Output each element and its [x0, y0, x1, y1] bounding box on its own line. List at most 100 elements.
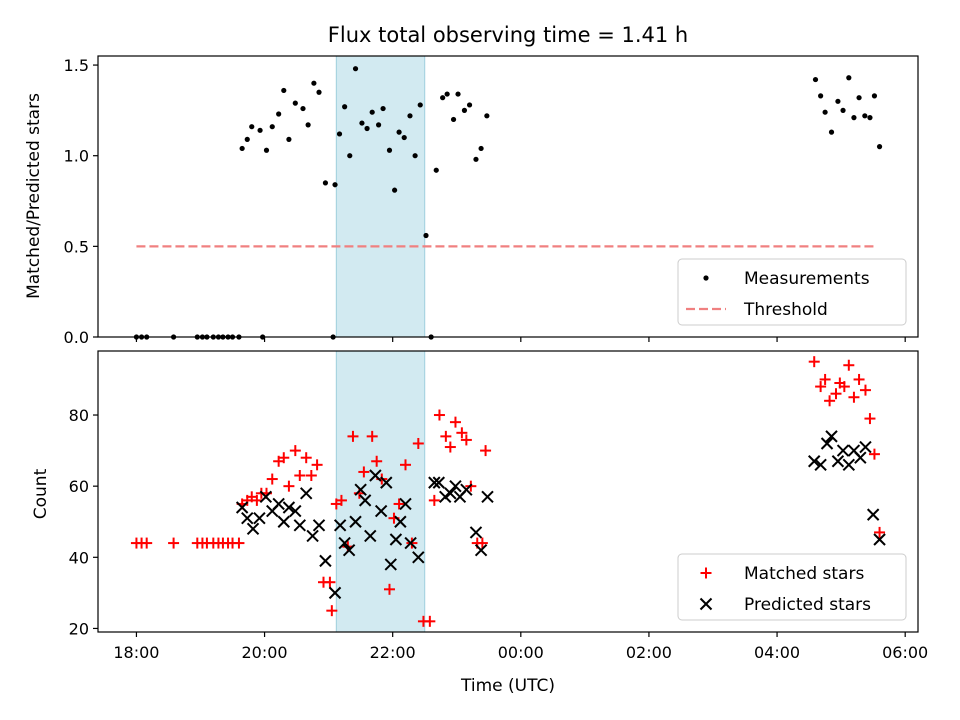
predicted-star-point — [246, 522, 260, 536]
legend-label: Matched stars — [744, 564, 864, 584]
legend-label: Threshold — [743, 300, 828, 320]
predicted-star-point — [354, 483, 367, 496]
matched-star-point — [283, 480, 295, 492]
legend-label: Measurements — [744, 269, 870, 289]
measurement-point — [369, 109, 375, 115]
predicted-star-point — [333, 519, 347, 532]
measurement-point — [347, 153, 353, 159]
measurement-point — [876, 144, 883, 150]
legend-box — [677, 258, 907, 326]
measurement-point — [407, 113, 413, 119]
measurement-point — [812, 76, 819, 83]
predicted-star-point — [374, 504, 388, 518]
predicted-star-point — [814, 458, 827, 472]
matched-star-point — [400, 459, 411, 471]
measurement-point — [835, 98, 841, 104]
predicted-star-point — [277, 515, 290, 528]
predicted-star-point — [460, 483, 473, 496]
predicted-star-point — [253, 511, 266, 525]
matched-star-point — [819, 373, 831, 385]
y-tick-label: 1.5 — [64, 56, 89, 75]
matched-star-point — [480, 445, 492, 457]
predicted-star-point — [364, 529, 377, 543]
y-tick-label: 20 — [69, 619, 89, 638]
measurement-point — [461, 107, 468, 113]
predicted-star-point — [412, 551, 425, 564]
top-axes: 0.0 0.5 1.0 1.5 — [64, 55, 919, 347]
y-tick-label: 0.0 — [64, 328, 89, 347]
axes-frame — [97, 350, 919, 633]
bottom-axes: 20 40 60 80 18:00 20:00 22:00 00:00 02:00 04:00 06… — [69, 350, 928, 662]
matched-star-point — [294, 469, 306, 481]
y-tick-label: 40 — [69, 548, 89, 567]
matched-star-point — [412, 437, 424, 449]
bottom-y-axis-label: Count — [31, 468, 51, 519]
matched-star-point — [815, 381, 827, 393]
predicted-star-point — [432, 476, 446, 489]
top-highlight-layer — [335, 55, 426, 338]
matched-star-point — [300, 452, 312, 464]
predicted-star-point — [873, 533, 886, 546]
predicted-star-point — [449, 479, 462, 493]
predicted-star-point — [825, 430, 838, 443]
matched-star-point — [324, 576, 336, 588]
matched-star-point — [440, 430, 452, 442]
measurement-point — [867, 115, 873, 121]
matched-star-point — [859, 384, 871, 396]
predicted-star-point — [328, 586, 342, 600]
predicted-star-point — [241, 511, 254, 525]
measurement-point — [822, 109, 828, 115]
measurement-point — [396, 129, 402, 135]
matched-star-point — [371, 455, 383, 467]
measurement-point — [239, 145, 245, 152]
predicted-star-point — [358, 494, 372, 507]
matched-star-point — [848, 391, 860, 403]
measurement-point — [364, 125, 370, 132]
matched-star-point — [393, 498, 405, 510]
measurement-point — [281, 87, 287, 94]
predicted-star-point — [474, 543, 488, 557]
measurement-point — [305, 122, 311, 128]
predicted-star-point — [404, 536, 417, 550]
chart-title: Flux total observing time = 1.41 h — [328, 23, 688, 47]
measurement-point — [478, 145, 484, 152]
matched-star-point — [326, 605, 338, 617]
x-axis-label: Time (UTC) — [460, 676, 555, 696]
measurement-point — [455, 91, 461, 97]
measurement-point — [276, 111, 282, 117]
matched-star-point — [168, 537, 180, 549]
predicted-star-point — [342, 543, 356, 557]
measurement-point — [862, 113, 868, 119]
matched-star-point — [366, 430, 378, 442]
x-tick-label: 20:00 — [242, 643, 288, 662]
matched-star-point — [289, 445, 301, 457]
predicted-star-point — [282, 501, 296, 514]
measurement-point — [466, 102, 473, 108]
matched-star-point — [838, 381, 850, 393]
measurement-point — [311, 80, 317, 86]
measurement-point — [286, 136, 292, 142]
measurement-point — [484, 113, 490, 119]
bottom-legend: Matched stars Predicted stars — [677, 553, 907, 621]
measurement-point — [840, 107, 846, 113]
matched-star-point — [305, 469, 317, 481]
predicted-star-point — [235, 501, 249, 514]
x-tick-label: 00:00 — [498, 643, 544, 662]
measurement-point — [336, 131, 343, 137]
measurement-point — [818, 93, 824, 99]
measurement-point — [269, 124, 275, 130]
measurement-point — [332, 182, 338, 188]
matched-star-point — [868, 448, 880, 460]
measurement-point — [292, 100, 298, 106]
predicted-star-point — [312, 519, 326, 532]
bottom-highlight-layer — [335, 350, 426, 633]
top-legend: Measurements Threshold — [677, 258, 907, 326]
predicted-star-point — [289, 504, 302, 518]
measurement-point — [417, 102, 423, 108]
y-tick-label: 80 — [69, 406, 89, 425]
y-tick-label: 0.5 — [64, 237, 89, 256]
measurement-point — [342, 104, 348, 110]
predicted-star-point — [859, 440, 872, 454]
predicted-star-point — [469, 526, 483, 539]
matched-star-point — [433, 409, 445, 421]
